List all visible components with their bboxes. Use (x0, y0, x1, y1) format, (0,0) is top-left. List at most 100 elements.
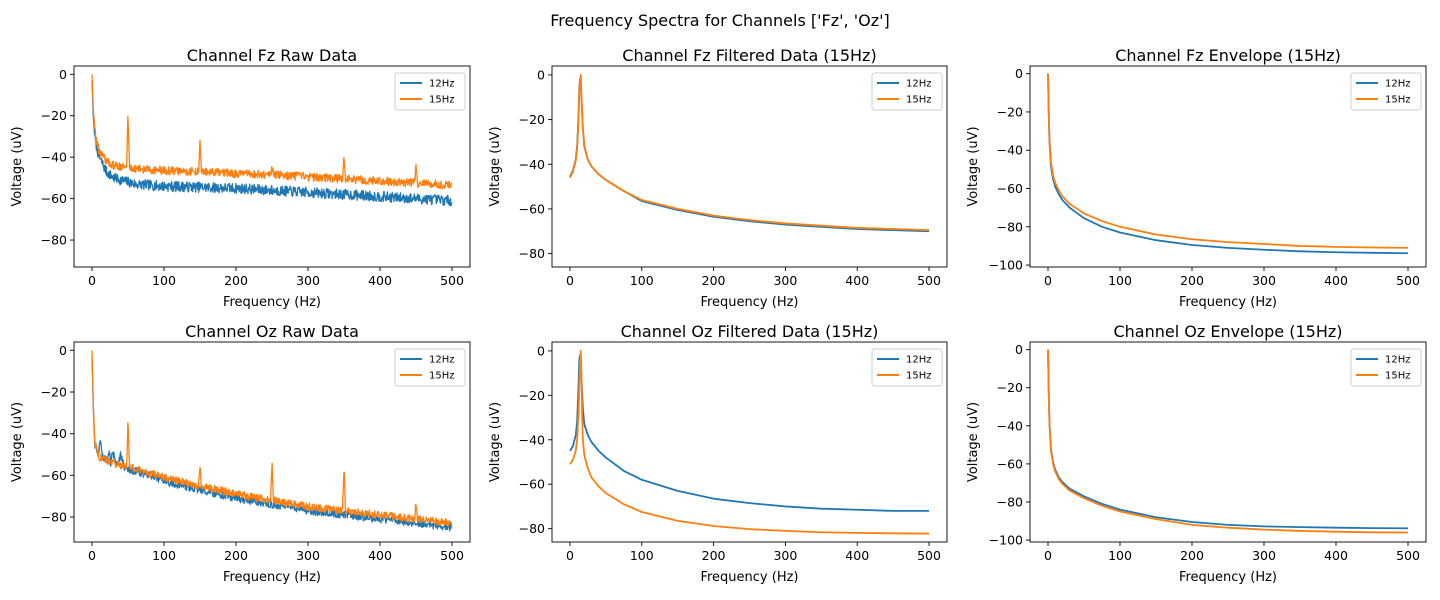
x-tick-label: 0 (566, 548, 574, 563)
chart-title: Channel Fz Filtered Data (15Hz) (622, 46, 876, 65)
x-tick-label: 200 (702, 273, 726, 288)
chart-title: Channel Oz Filtered Data (15Hz) (621, 322, 879, 341)
chart-series-group (569, 74, 930, 233)
figure-suptitle: Frequency Spectra for Channels ['Fz', 'O… (550, 11, 889, 30)
x-tick-label: 100 (152, 548, 176, 563)
y-tick-label: 0 (59, 67, 67, 82)
x-tick-label: 300 (296, 273, 320, 288)
legend-label-12hz: 12Hz (429, 79, 455, 90)
y-axis-label: Voltage (uV) (488, 126, 503, 206)
y-tick-label: −80 (41, 510, 67, 525)
y-tick-label: −40 (519, 157, 545, 172)
legend: 12Hz 15Hz (871, 348, 943, 387)
legend: 12Hz 15Hz (871, 72, 943, 111)
y-tick-label: −60 (997, 456, 1023, 471)
y-axis-label: Voltage (uV) (966, 126, 981, 206)
x-tick-label: 400 (1324, 273, 1348, 288)
y-tick-label: −20 (997, 104, 1023, 119)
series-line-15hz (91, 350, 453, 527)
axes-frame (73, 65, 471, 268)
x-tick-label: 0 (566, 273, 574, 288)
chart-title: Channel Oz Envelope (15Hz) (1113, 322, 1342, 341)
x-tick-label: 300 (1252, 548, 1276, 563)
y-tick-label: −20 (519, 388, 545, 403)
x-tick-label: 400 (845, 273, 869, 288)
legend-label-15hz: 15Hz (1385, 371, 1411, 382)
axes-frame (551, 65, 948, 268)
chart-panel-5: Channel Oz Filtered Data (15Hz) 0 100 200 30… (488, 322, 948, 585)
x-axis-label: Frequency (Hz) (223, 295, 321, 310)
x-tick-label: 400 (368, 548, 392, 563)
x-tick-label: 200 (702, 548, 726, 563)
x-tick-label: 300 (296, 548, 320, 563)
y-axis-label: Voltage (uV) (10, 402, 25, 482)
legend-label-12hz: 12Hz (1385, 79, 1411, 90)
y-tick-label: −80 (519, 521, 545, 536)
x-tick-label: 400 (368, 273, 392, 288)
legend-label-12hz: 12Hz (906, 355, 932, 366)
y-tick-label: −80 (519, 246, 545, 261)
x-tick-label: 300 (773, 273, 797, 288)
y-axis-label: Voltage (uV) (966, 402, 981, 482)
x-tick-label: 0 (1044, 548, 1052, 563)
y-axis-label: Voltage (uV) (10, 126, 25, 206)
series-line-15hz (91, 74, 453, 190)
x-tick-label: 500 (917, 548, 941, 563)
y-tick-label: −80 (41, 233, 67, 248)
x-tick-label: 100 (630, 273, 654, 288)
y-tick-label: −40 (997, 143, 1023, 158)
x-tick-label: 500 (440, 548, 464, 563)
x-tick-label: 500 (917, 273, 941, 288)
x-tick-label: 500 (1396, 548, 1420, 563)
y-tick-label: 0 (59, 343, 67, 358)
series-line-12hz (91, 356, 453, 532)
chart-panel-3: Channel Fz Envelope (15Hz) 0 100 200 300 400 5… (966, 46, 1427, 310)
y-tick-label: −60 (41, 191, 67, 206)
y-tick-label: 0 (537, 343, 545, 358)
y-tick-label: −40 (41, 426, 67, 441)
x-tick-label: 200 (224, 548, 248, 563)
legend-label-12hz: 12Hz (429, 355, 455, 366)
y-tick-label: −40 (41, 150, 67, 165)
legend-label-15hz: 15Hz (906, 371, 932, 382)
y-tick-label: 0 (1015, 66, 1023, 81)
series-line-15hz (1047, 73, 1409, 249)
legend: 12Hz 15Hz (1350, 72, 1422, 111)
x-tick-label: 100 (1108, 548, 1132, 563)
series-line-15hz (1047, 349, 1409, 534)
legend-label-15hz: 15Hz (1385, 95, 1411, 106)
x-tick-label: 300 (773, 548, 797, 563)
chart-panel-1: Channel Fz Raw Data 0 100 200 300 400 500 0 −20 −… (10, 46, 471, 310)
chart-title: Channel Fz Envelope (15Hz) (1115, 46, 1341, 65)
x-tick-label: 200 (224, 273, 248, 288)
x-tick-label: 100 (152, 273, 176, 288)
y-tick-label: −100 (989, 533, 1023, 548)
y-tick-label: 0 (537, 67, 545, 82)
x-tick-label: 500 (1396, 273, 1420, 288)
x-tick-label: 100 (1108, 273, 1132, 288)
axes-frame (73, 341, 471, 543)
y-tick-label: −40 (997, 418, 1023, 433)
chart-series-group (91, 74, 453, 207)
legend-label-15hz: 15Hz (429, 95, 455, 106)
y-tick-label: −20 (41, 108, 67, 123)
legend-label-12hz: 12Hz (1385, 355, 1411, 366)
x-tick-label: 100 (630, 548, 654, 563)
x-tick-label: 400 (1324, 548, 1348, 563)
chart-series-group (569, 349, 930, 535)
y-tick-label: −20 (41, 385, 67, 400)
x-tick-label: 0 (88, 548, 96, 563)
y-tick-label: 0 (1015, 342, 1023, 357)
y-tick-label: −60 (997, 181, 1023, 196)
y-tick-label: −20 (519, 112, 545, 127)
legend: 12Hz 15Hz (394, 348, 466, 387)
y-axis-label: Voltage (uV) (488, 402, 503, 482)
chart-series-group (1047, 349, 1409, 534)
x-tick-label: 400 (845, 548, 869, 563)
chart-title: Channel Oz Raw Data (185, 322, 359, 341)
y-tick-label: −60 (519, 477, 545, 492)
x-axis-label: Frequency (Hz) (700, 295, 798, 310)
chart-panel-4: Channel Oz Raw Data 0 100 200 300 400 500 0 −20 −… (10, 322, 471, 585)
y-tick-label: −60 (41, 468, 67, 483)
